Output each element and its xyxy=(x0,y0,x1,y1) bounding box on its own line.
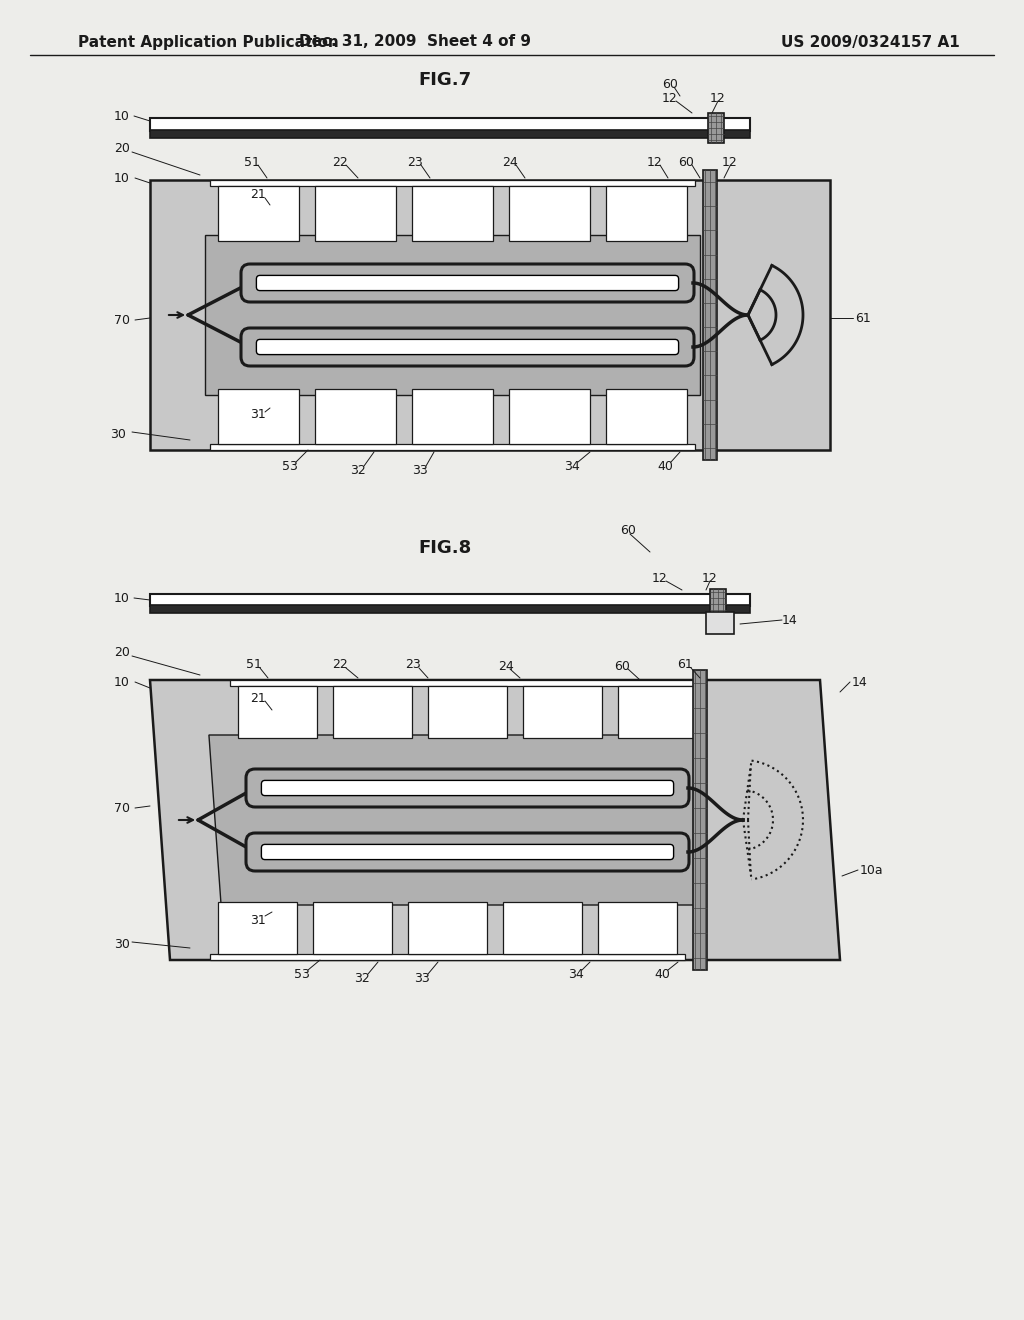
Text: 10: 10 xyxy=(114,172,130,185)
Bar xyxy=(314,389,396,444)
Bar xyxy=(333,686,413,738)
Text: 53: 53 xyxy=(282,459,298,473)
Bar xyxy=(503,902,583,954)
Text: 60: 60 xyxy=(663,78,678,91)
Bar xyxy=(703,170,717,459)
FancyBboxPatch shape xyxy=(241,264,694,302)
Bar xyxy=(509,186,590,242)
Bar xyxy=(217,902,297,954)
Text: 22: 22 xyxy=(332,157,348,169)
Text: 33: 33 xyxy=(414,972,430,985)
Text: 21: 21 xyxy=(250,189,266,202)
Text: 70: 70 xyxy=(114,801,130,814)
Text: 20: 20 xyxy=(114,141,130,154)
Text: 61: 61 xyxy=(855,312,870,325)
Text: 60: 60 xyxy=(614,660,630,673)
Polygon shape xyxy=(209,735,707,906)
Bar xyxy=(509,389,590,444)
Text: 10: 10 xyxy=(114,591,130,605)
Text: 21: 21 xyxy=(250,692,266,705)
Text: Patent Application Publication: Patent Application Publication xyxy=(78,34,339,49)
Text: FIG.8: FIG.8 xyxy=(419,539,472,557)
Text: Dec. 31, 2009  Sheet 4 of 9: Dec. 31, 2009 Sheet 4 of 9 xyxy=(299,34,531,49)
Bar xyxy=(706,612,734,634)
Bar xyxy=(218,186,299,242)
FancyBboxPatch shape xyxy=(256,339,679,355)
Text: 20: 20 xyxy=(114,645,130,659)
Text: 40: 40 xyxy=(657,459,673,473)
Text: 51: 51 xyxy=(246,659,262,672)
Text: 70: 70 xyxy=(114,314,130,326)
Text: 10: 10 xyxy=(114,676,130,689)
Text: 14: 14 xyxy=(852,676,868,689)
Text: 53: 53 xyxy=(294,968,310,981)
Text: 60: 60 xyxy=(621,524,636,536)
Text: 12: 12 xyxy=(663,91,678,104)
Text: 52: 52 xyxy=(580,351,596,364)
Text: FIG.7: FIG.7 xyxy=(419,71,472,88)
FancyBboxPatch shape xyxy=(256,276,679,290)
FancyBboxPatch shape xyxy=(241,327,694,366)
Bar xyxy=(408,902,487,954)
Bar xyxy=(210,180,695,186)
Text: 34: 34 xyxy=(568,968,584,981)
Bar xyxy=(710,589,726,619)
Polygon shape xyxy=(150,680,840,960)
Bar xyxy=(312,902,392,954)
Text: 33: 33 xyxy=(412,463,428,477)
Bar xyxy=(428,686,508,738)
Bar xyxy=(150,117,750,131)
Bar xyxy=(150,594,750,606)
Text: 40: 40 xyxy=(654,968,670,981)
Text: 14: 14 xyxy=(782,614,798,627)
Bar xyxy=(150,129,750,139)
Bar xyxy=(412,389,494,444)
Text: 31: 31 xyxy=(250,913,266,927)
Text: 23: 23 xyxy=(408,157,423,169)
Text: 23: 23 xyxy=(406,659,421,672)
Text: 51: 51 xyxy=(244,157,260,169)
Text: 32: 32 xyxy=(350,463,366,477)
Bar xyxy=(238,686,317,738)
Text: 10: 10 xyxy=(114,110,130,123)
Bar xyxy=(412,186,494,242)
Text: 61: 61 xyxy=(677,659,693,672)
Text: 12: 12 xyxy=(647,157,663,169)
Bar xyxy=(606,186,687,242)
Bar xyxy=(210,444,695,450)
Bar xyxy=(314,186,396,242)
Text: 34: 34 xyxy=(564,459,580,473)
Text: 30: 30 xyxy=(110,429,126,441)
Text: 60: 60 xyxy=(678,157,694,169)
Text: 22: 22 xyxy=(332,659,348,672)
Text: 10a: 10a xyxy=(860,863,884,876)
FancyBboxPatch shape xyxy=(261,845,674,859)
Text: 31: 31 xyxy=(250,408,266,421)
FancyBboxPatch shape xyxy=(246,770,689,807)
Bar xyxy=(230,680,705,686)
Bar xyxy=(522,686,602,738)
Bar xyxy=(205,235,700,395)
Bar xyxy=(693,671,707,970)
Bar xyxy=(606,389,687,444)
Text: 24: 24 xyxy=(498,660,514,673)
FancyBboxPatch shape xyxy=(261,780,674,796)
Bar xyxy=(598,902,678,954)
Bar xyxy=(708,114,724,143)
Text: 12: 12 xyxy=(710,91,726,104)
Text: 12: 12 xyxy=(702,572,718,585)
Bar xyxy=(210,954,685,960)
Text: 12: 12 xyxy=(722,157,738,169)
FancyBboxPatch shape xyxy=(246,833,689,871)
Bar xyxy=(218,389,299,444)
Text: 32: 32 xyxy=(354,972,370,985)
Bar xyxy=(150,180,830,450)
Text: 12: 12 xyxy=(652,572,668,585)
Text: US 2009/0324157 A1: US 2009/0324157 A1 xyxy=(780,34,959,49)
Bar xyxy=(617,686,697,738)
Bar xyxy=(150,605,750,612)
Text: 30: 30 xyxy=(114,939,130,952)
Text: 24: 24 xyxy=(502,157,518,169)
